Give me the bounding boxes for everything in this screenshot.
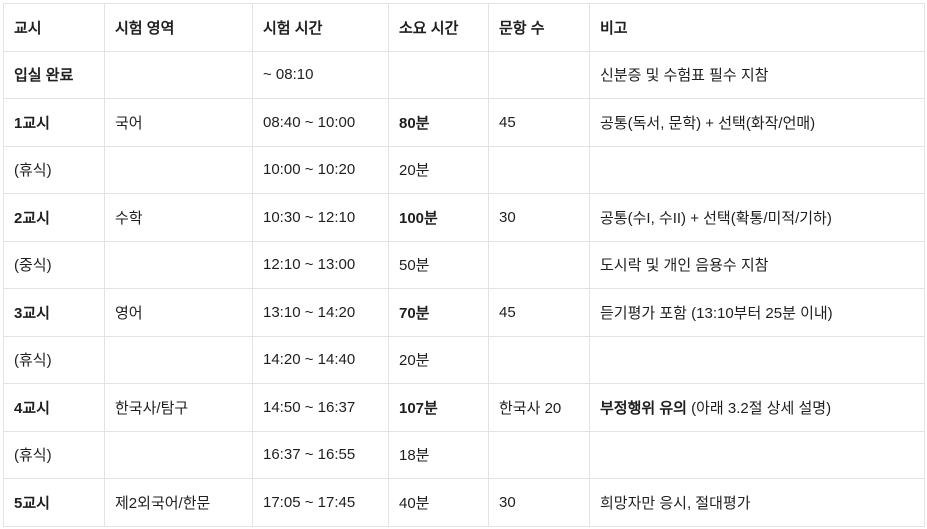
cell-questions: 30 <box>488 193 590 242</box>
cell-note: 신분증 및 수험표 필수 지참 <box>589 50 925 99</box>
cell-time: 13:10 ~ 14:20 <box>252 288 389 337</box>
cell-time: ~ 08:10 <box>252 50 389 99</box>
cell-duration <box>388 50 489 99</box>
cell-period: (휴식) <box>3 335 105 384</box>
cell-questions: 한국사 20 <box>488 383 590 432</box>
cell-subject <box>104 240 253 289</box>
cell-subject: 수학 <box>104 193 253 242</box>
cell-time: 10:00 ~ 10:20 <box>252 145 389 194</box>
cell-subject <box>104 145 253 194</box>
cell-period: 입실 완료 <box>3 50 105 99</box>
cell-duration: 70분 <box>388 288 489 337</box>
cell-time: 10:30 ~ 12:10 <box>252 193 389 242</box>
cell-subject: 제2외국어/한문 <box>104 478 253 527</box>
cell-questions: 30 <box>488 478 590 527</box>
column-header-duration: 소요 시간 <box>388 3 489 52</box>
cell-note: 공통(독서, 문학) + 선택(화작/언매) <box>589 98 925 147</box>
cell-questions: 45 <box>488 98 590 147</box>
cell-duration: 80분 <box>388 98 489 147</box>
cell-note: 듣기평가 포함 (13:10부터 25분 이내) <box>589 288 925 337</box>
table-row: 2교시 수학 10:30 ~ 12:10 100분 30 공통(수I, 수II) + 선택… <box>3 193 925 242</box>
cell-questions <box>488 240 590 289</box>
cell-note: 공통(수I, 수II) + 선택(확통/미적/기하) <box>589 193 925 242</box>
exam-schedule-table: 교시 시험 영역 시험 시간 소요 시간 문항 수 비고 입실 완료 ~ 08:10 신분증 … <box>3 3 925 527</box>
table-row: (휴식) 14:20 ~ 14:40 20분 <box>3 335 925 384</box>
cell-period: 5교시 <box>3 478 105 527</box>
note-text: 공통(독서, 문학) + 선택(화작/언매) <box>600 114 816 132</box>
cell-note <box>589 145 925 194</box>
column-header-questions: 문항 수 <box>488 3 590 52</box>
cell-duration: 20분 <box>388 335 489 384</box>
cell-time: 16:37 ~ 16:55 <box>252 430 389 479</box>
cell-subject <box>104 50 253 99</box>
cell-period: (휴식) <box>3 145 105 194</box>
cell-period: 4교시 <box>3 383 105 432</box>
cell-time: 12:10 ~ 13:00 <box>252 240 389 289</box>
cell-questions <box>488 430 590 479</box>
table-row: 4교시 한국사/탐구 14:50 ~ 16:37 107분 한국사 20 부정행위 유의 … <box>3 383 925 432</box>
column-header-note: 비고 <box>589 3 925 52</box>
cell-questions <box>488 50 590 99</box>
cell-subject <box>104 335 253 384</box>
column-header-time: 시험 시간 <box>252 3 389 52</box>
cell-questions <box>488 335 590 384</box>
cell-note <box>589 430 925 479</box>
cell-questions: 45 <box>488 288 590 337</box>
table-row: (휴식) 16:37 ~ 16:55 18분 <box>3 430 925 479</box>
cell-period: (중식) <box>3 240 105 289</box>
table-row: (휴식) 10:00 ~ 10:20 20분 <box>3 145 925 194</box>
table-row: 3교시 영어 13:10 ~ 14:20 70분 45 듣기평가 포함 (13:10부터 … <box>3 288 925 337</box>
table-row: 1교시 국어 08:40 ~ 10:00 80분 45 공통(독서, 문학) + 선택(화… <box>3 98 925 147</box>
table-header-row: 교시 시험 영역 시험 시간 소요 시간 문항 수 비고 <box>3 3 925 52</box>
cell-period: 3교시 <box>3 288 105 337</box>
table-row: 5교시 제2외국어/한문 17:05 ~ 17:45 40분 30 희망자만 응시, 절대… <box>3 478 925 527</box>
column-header-period: 교시 <box>3 3 105 52</box>
cell-duration: 40분 <box>388 478 489 527</box>
column-header-subject: 시험 영역 <box>104 3 253 52</box>
cell-period: 1교시 <box>3 98 105 147</box>
cell-time: 14:50 ~ 16:37 <box>252 383 389 432</box>
cell-period: (휴식) <box>3 430 105 479</box>
cell-period: 2교시 <box>3 193 105 242</box>
cell-subject: 국어 <box>104 98 253 147</box>
note-text: (아래 3.2절 상세 설명) <box>686 399 832 417</box>
note-emphasis: 부정행위 유의 <box>600 399 687 417</box>
note-text: 공통(수I, 수II) + 선택(확통/미적/기하) <box>600 209 832 227</box>
cell-note: 희망자만 응시, 절대평가 <box>589 478 925 527</box>
note-text: 도시락 및 개인 음용수 지참 <box>600 257 769 275</box>
note-text: 신분증 및 수험표 필수 지참 <box>600 67 769 85</box>
cell-duration: 107분 <box>388 383 489 432</box>
cell-time: 08:40 ~ 10:00 <box>252 98 389 147</box>
cell-time: 17:05 ~ 17:45 <box>252 478 389 527</box>
cell-note: 도시락 및 개인 음용수 지참 <box>589 240 925 289</box>
cell-questions <box>488 145 590 194</box>
cell-subject: 영어 <box>104 288 253 337</box>
cell-duration: 18분 <box>388 430 489 479</box>
cell-duration: 100분 <box>388 193 489 242</box>
cell-note: 부정행위 유의 (아래 3.2절 상세 설명) <box>589 383 925 432</box>
cell-subject <box>104 430 253 479</box>
cell-duration: 50분 <box>388 240 489 289</box>
cell-note <box>589 335 925 384</box>
note-text: 희망자만 응시, 절대평가 <box>600 494 751 512</box>
note-text: 듣기평가 포함 (13:10부터 25분 이내) <box>600 304 833 322</box>
cell-duration: 20분 <box>388 145 489 194</box>
cell-time: 14:20 ~ 14:40 <box>252 335 389 384</box>
table-row: 입실 완료 ~ 08:10 신분증 및 수험표 필수 지참 <box>3 50 925 99</box>
cell-subject: 한국사/탐구 <box>104 383 253 432</box>
table-row: (중식) 12:10 ~ 13:00 50분 도시락 및 개인 음용수 지참 <box>3 240 925 289</box>
